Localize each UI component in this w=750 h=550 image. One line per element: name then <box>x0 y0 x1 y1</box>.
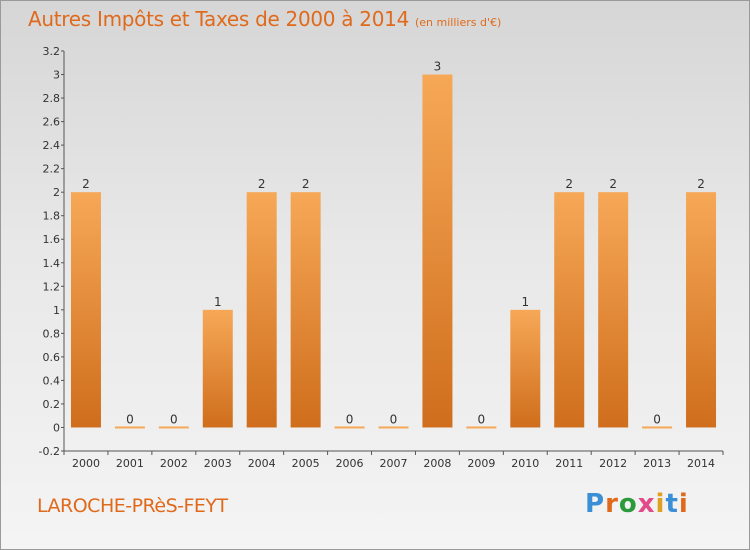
chart-labels: 3.2 3 2.8 2.6 2.4 2.2 2 1.8 1.6 1.4 1.2 1 0.8 0.6 0.4 0… <box>39 45 716 470</box>
x-tick-label: 2009 <box>467 457 495 470</box>
bar <box>466 426 497 429</box>
data-label: 0 <box>478 412 486 426</box>
data-label: 2 <box>258 177 266 191</box>
y-tick-label: 1 <box>53 304 60 317</box>
logo-letter: i <box>678 489 689 519</box>
data-label: 0 <box>346 412 354 426</box>
bar <box>642 426 673 429</box>
data-label: 2 <box>609 177 617 191</box>
data-label: 2 <box>565 177 573 191</box>
data-label: 2 <box>697 177 705 191</box>
y-tick-label: -0.2 <box>39 445 60 458</box>
data-label: 1 <box>521 295 529 309</box>
data-label: 2 <box>82 177 90 191</box>
logo-letter: o <box>618 489 638 519</box>
x-tick-label: 2002 <box>160 457 188 470</box>
y-tick-label: 1.4 <box>43 257 61 270</box>
x-tick-label: 2007 <box>380 457 408 470</box>
x-tick-label: 2011 <box>555 457 583 470</box>
bar <box>158 426 189 429</box>
bar <box>422 74 453 428</box>
data-label: 3 <box>434 60 442 74</box>
bar <box>686 192 717 428</box>
x-tick-label: 2013 <box>643 457 671 470</box>
bar <box>378 426 409 429</box>
y-tick-label: 2.8 <box>43 92 61 105</box>
logo-letter: r <box>605 489 619 519</box>
x-tick-label: 2006 <box>336 457 364 470</box>
chart-title-block: Autres Impôts et Taxes de 2000 à 2014 (en… <box>28 7 501 31</box>
y-tick-label: 0 <box>53 421 60 434</box>
y-tick-label: 2.2 <box>43 163 61 176</box>
bar <box>510 309 541 428</box>
data-label: 2 <box>302 177 310 191</box>
logo-letter: x <box>637 489 656 519</box>
y-tick-label: 3.2 <box>43 45 61 58</box>
y-tick-label: 2.4 <box>43 139 61 152</box>
x-tick-label: 2003 <box>204 457 232 470</box>
data-label: 0 <box>170 412 178 426</box>
x-tick-label: 2008 <box>423 457 451 470</box>
y-tick-label: 1.8 <box>43 210 61 223</box>
y-tick-label: 0.8 <box>43 327 61 340</box>
x-tick-label: 2004 <box>248 457 276 470</box>
bar <box>554 192 585 428</box>
x-tick-label: 2000 <box>72 457 100 470</box>
bar <box>114 426 145 429</box>
bar <box>202 309 233 428</box>
bar <box>70 192 101 428</box>
y-tick-label: 1.2 <box>43 280 61 293</box>
y-tick-label: 1.6 <box>43 233 61 246</box>
y-tick-label: 0.6 <box>43 351 61 364</box>
x-tick-label: 2001 <box>116 457 144 470</box>
x-tick-label: 2005 <box>292 457 320 470</box>
data-label: 1 <box>214 295 222 309</box>
chart-subtitle: (en milliers d'€) <box>415 16 502 29</box>
chart-title: Autres Impôts et Taxes de 2000 à 2014 <box>28 7 409 31</box>
x-tick-label: 2010 <box>511 457 539 470</box>
chart-axes <box>61 50 724 455</box>
bar <box>598 192 629 428</box>
bar <box>246 192 277 428</box>
x-tick-label: 2014 <box>687 457 715 470</box>
proxiti-logo: Proxiti <box>585 489 689 519</box>
logo-letter: P <box>585 489 606 519</box>
logo-letter: t <box>665 489 679 519</box>
y-tick-label: 2.6 <box>43 116 61 129</box>
x-tick-label: 2012 <box>599 457 627 470</box>
logo-letter: i <box>655 489 666 519</box>
data-label: 0 <box>653 412 661 426</box>
chart-bars <box>70 74 717 429</box>
y-tick-label: 0.2 <box>43 398 61 411</box>
y-tick-label: 2 <box>53 186 60 199</box>
y-tick-label: 3 <box>53 69 60 82</box>
commune-name: LAROCHE-PRèS-FEYT <box>37 495 228 517</box>
data-label: 0 <box>126 412 134 426</box>
y-tick-label: 0.4 <box>43 374 61 387</box>
data-label: 0 <box>390 412 398 426</box>
bar <box>334 426 365 429</box>
bar <box>290 192 321 428</box>
